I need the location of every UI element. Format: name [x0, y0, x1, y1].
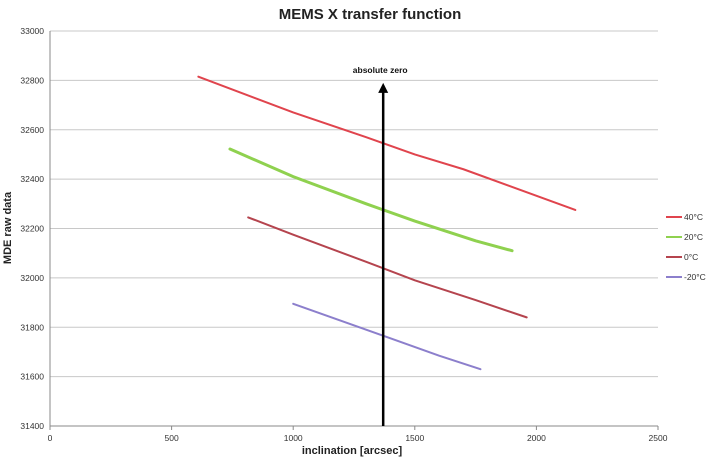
annotation-label: absolute zero	[353, 65, 408, 75]
x-tick-label: 0	[48, 433, 53, 443]
series-lines	[197, 75, 577, 371]
legend-label: 40°C	[684, 212, 703, 222]
annotations: absolute zero	[353, 65, 408, 426]
y-tick-labels: 31400 31600 31800 32000 32200 32400 32600 32800…	[20, 26, 44, 431]
series-line-1	[197, 75, 577, 211]
legend-label: -20°C	[684, 272, 706, 282]
y-tick-label: 31600	[20, 372, 44, 382]
x-tick-label: 2500	[649, 433, 668, 443]
y-tick-label: 32200	[20, 224, 44, 234]
x-axis-title: inclination [arcsec]	[302, 445, 403, 457]
chart-title: MEMS X transfer function	[279, 6, 462, 23]
x-tick-label: 2000	[527, 433, 546, 443]
gridlines	[49, 30, 659, 430]
x-tick-label: 1500	[405, 433, 424, 443]
y-tick-label: 32600	[20, 125, 44, 135]
legend: 40°C 20°C 0°C -20°C	[666, 212, 706, 282]
legend-label: 20°C	[684, 232, 703, 242]
y-tick-label: 32000	[20, 273, 44, 283]
x-tick-labels: 0 500 1000 1500 2000 2500	[48, 433, 668, 443]
series-line-2	[228, 147, 514, 253]
y-axis-title: MDE raw data	[2, 191, 14, 264]
y-tick-label: 31800	[20, 322, 44, 332]
annotation-arrow-head	[378, 82, 389, 93]
y-tick-label: 32400	[20, 174, 44, 184]
y-tick-label: 33000	[20, 26, 44, 36]
series-line-3	[247, 216, 528, 319]
y-tick-label: 32800	[20, 75, 44, 85]
x-tick-label: 500	[165, 433, 179, 443]
series-line-4	[292, 302, 482, 371]
x-tick-label: 1000	[284, 433, 303, 443]
legend-label: 0°C	[684, 252, 698, 262]
y-tick-label: 31400	[20, 421, 44, 431]
